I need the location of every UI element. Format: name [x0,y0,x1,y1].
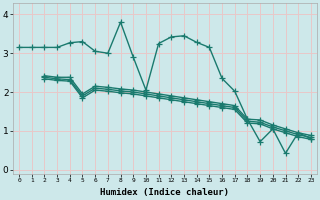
X-axis label: Humidex (Indice chaleur): Humidex (Indice chaleur) [100,188,229,197]
